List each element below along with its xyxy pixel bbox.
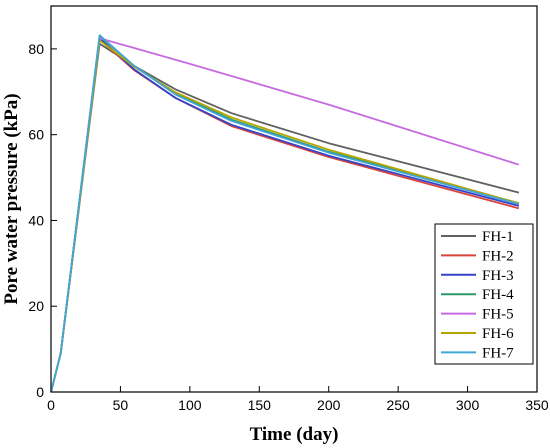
x-tick-label: 300 <box>456 397 480 413</box>
legend: FH-1 FH-2 FH-3 FH-4 FH-5 FH-6 FH-7 <box>434 223 534 365</box>
y-tick-label: 40 <box>28 212 44 228</box>
legend-items: FH-1 FH-2 FH-3 FH-4 FH-5 FH-6 FH-7 <box>441 229 514 361</box>
y-axis-title: Pore water pressure (kPa) <box>1 93 22 304</box>
x-tick-label: 50 <box>113 397 129 413</box>
legend-label-fh-6: FH-6 <box>482 326 514 342</box>
y-tick-label: 80 <box>28 41 44 57</box>
x-axis-ticks: 0 50 100 150 200 250 300 350 <box>47 386 549 413</box>
plot-area: 0 50 100 150 200 250 300 350 0 20 40 60 80 <box>28 5 549 413</box>
legend-label-fh-1: FH-1 <box>482 229 514 245</box>
x-tick-label: 250 <box>386 397 410 413</box>
legend-label-fh-2: FH-2 <box>482 248 514 264</box>
legend-label-fh-3: FH-3 <box>482 268 514 284</box>
legend-label-fh-7: FH-7 <box>482 345 514 361</box>
y-tick-label: 20 <box>28 298 44 314</box>
x-tick-label: 200 <box>317 397 341 413</box>
x-tick-label: 0 <box>47 397 55 413</box>
y-axis-ticks: 0 20 40 60 80 <box>28 41 57 400</box>
y-tick-label: 60 <box>28 127 44 143</box>
x-tick-label: 150 <box>248 397 272 413</box>
series-line-fh-7 <box>50 34 520 393</box>
series-layer <box>50 34 520 393</box>
legend-label-fh-5: FH-5 <box>482 307 514 323</box>
x-tick-label: 100 <box>178 397 202 413</box>
x-axis-title: Time (day) <box>250 424 339 445</box>
y-tick-label: 0 <box>36 384 44 400</box>
x-tick-label: 350 <box>525 397 549 413</box>
plot-frame <box>50 5 538 393</box>
legend-label-fh-4: FH-4 <box>482 287 514 303</box>
